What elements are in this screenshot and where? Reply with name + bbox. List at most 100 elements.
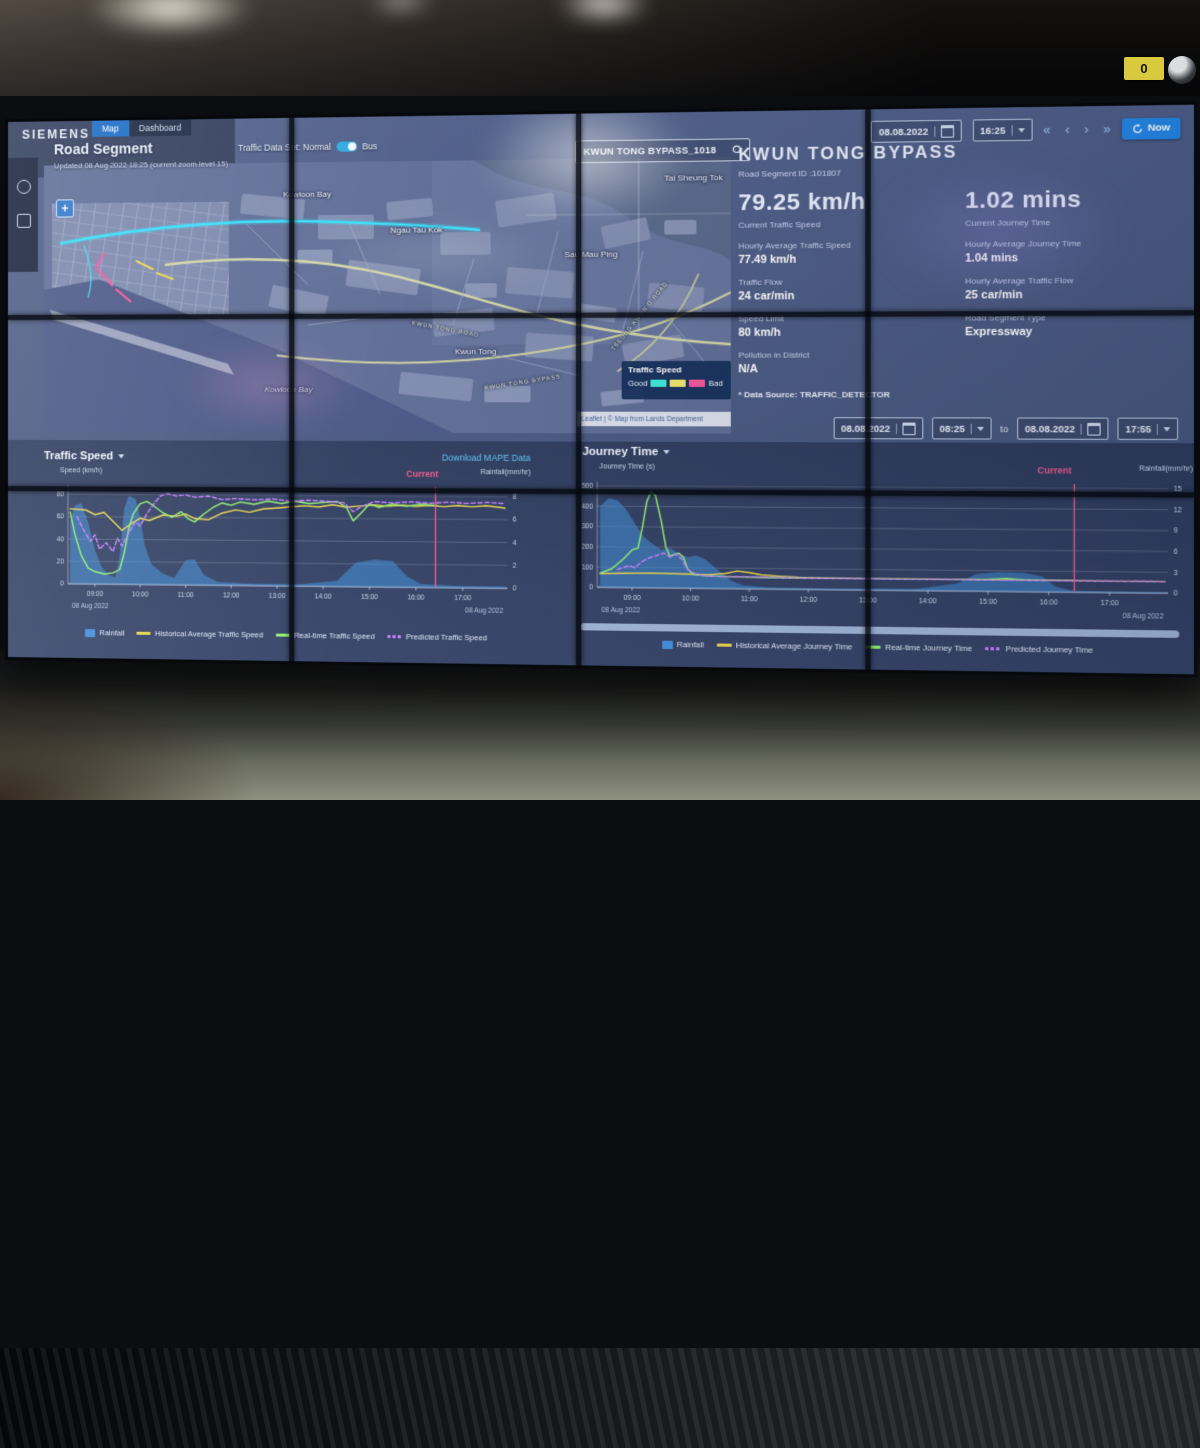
room-number-badge: 0 (1124, 57, 1164, 80)
traffic-data-set-control: Traffic Data Set: Normal Bus (238, 141, 377, 153)
current-journey-time-label: Current Journey Time (965, 217, 1051, 228)
marker-icon[interactable] (16, 179, 31, 194)
zoom-in-button[interactable]: + (55, 199, 74, 218)
start-time-picker[interactable]: 08:25 (931, 417, 992, 440)
end-date-picker[interactable]: 08.08.2022 (1017, 417, 1109, 440)
svg-text:0: 0 (60, 581, 64, 588)
dashboard-screen: SIEMENS Map Dashboard Road Segment Updat… (8, 104, 1194, 675)
svg-text:100: 100 (581, 564, 593, 571)
place-label: Sau Mau Ping (564, 249, 618, 260)
place-label: Kowloon Bay (283, 189, 332, 200)
forward-button[interactable]: › (1084, 121, 1089, 137)
map-canvas[interactable]: + Kowloon Bay Ngau Tau Kok Sau Mau Ping … (43, 157, 731, 434)
svg-text:20: 20 (57, 558, 65, 565)
stat-block: Road Segment Type Expressway (965, 312, 1046, 339)
svg-text:16:00: 16:00 (1040, 599, 1058, 607)
svg-text:17:00: 17:00 (1101, 600, 1120, 608)
segment-id: Road Segment ID :101807 (738, 168, 841, 179)
legend-item-rainfall[interactable]: Rainfall (661, 640, 704, 650)
good-speed-swatch (650, 379, 667, 387)
legend-item-realtime-speed[interactable]: Real-time Traffic Speed (275, 630, 375, 641)
svg-text:6: 6 (1174, 549, 1179, 556)
layers-icon[interactable] (16, 213, 31, 228)
segment-search-box[interactable] (574, 138, 751, 164)
svg-text:0: 0 (513, 586, 517, 593)
bad-speed-swatch (689, 379, 706, 387)
svg-text:12:00: 12:00 (223, 592, 240, 599)
svg-text:12:00: 12:00 (800, 597, 818, 605)
chart-zoom-scrollbar[interactable] (580, 623, 1180, 638)
time-value: 16:25 (980, 124, 1006, 136)
journey-axis-label: Journey Time (s) (599, 463, 655, 471)
journey-time-chart[interactable]: 0 100 200 300 400 500 0 3 6 9 12 15 09:00 10:00 11:00 1… (568, 476, 1193, 624)
dome-camera (1168, 56, 1196, 84)
svg-text:40: 40 (57, 536, 65, 543)
back-button[interactable]: ‹ (1065, 121, 1070, 137)
place-label: Kwun Tong (454, 346, 497, 357)
calendar-icon (902, 422, 916, 435)
start-date-picker[interactable]: 08.08.2022 (833, 417, 924, 440)
svg-text:14:00: 14:00 (315, 593, 332, 600)
svg-text:3: 3 (1174, 569, 1179, 577)
svg-text:08 Aug 2022: 08 Aug 2022 (72, 603, 109, 610)
data-source-note: * Data Source: TRAFFIC_DETECTOR (738, 390, 890, 400)
medium-speed-swatch (670, 379, 687, 387)
end-time-picker[interactable]: 17:55 (1117, 417, 1179, 441)
svg-text:12: 12 (1174, 507, 1183, 515)
date-picker[interactable]: 08.08.2022 (871, 119, 962, 143)
svg-text:4: 4 (513, 540, 517, 547)
chevron-down-icon (977, 426, 984, 431)
svg-text:500: 500 (581, 483, 593, 490)
tab-map[interactable]: Map (92, 120, 129, 137)
history-icon (1132, 123, 1143, 134)
now-button[interactable]: Now (1121, 117, 1181, 140)
svg-text:9: 9 (1174, 528, 1179, 535)
search-input[interactable] (581, 143, 732, 158)
legend-item-realtime-journey[interactable]: Real-time Journey Time (865, 642, 972, 653)
place-label: Tai Sheung Tok (664, 172, 723, 183)
map-traffic-legend: Traffic Speed Good Bad (621, 360, 731, 400)
bus-toggle[interactable] (336, 141, 357, 152)
legend-item-predicted-journey[interactable]: Predicted Journey Time (985, 644, 1093, 655)
svg-text:400: 400 (581, 503, 593, 510)
chevron-down-icon (118, 454, 125, 459)
current-marker-label: Current (406, 468, 439, 480)
range-to-label: to (1000, 423, 1009, 434)
svg-text:08 Aug 2022: 08 Aug 2022 (601, 607, 640, 615)
room-ceiling (0, 0, 1200, 96)
svg-text:60: 60 (57, 514, 65, 521)
end-time-value: 17:55 (1125, 423, 1152, 435)
fast-back-button[interactable]: « (1043, 122, 1051, 137)
journey-time-chart-panel: Journey Time Journey Time (s) Current Ra… (568, 446, 1193, 657)
traffic-speed-chart-panel: Traffic Speed Download MAPE Data Speed (… (44, 450, 531, 643)
download-mape-link[interactable]: Download MAPE Data (441, 452, 531, 464)
svg-text:10:00: 10:00 (132, 591, 149, 598)
legend-item-historical-journey[interactable]: Historical Average Journey Time (716, 640, 852, 652)
stat-block: Hourly Average Traffic Speed 77.49 km/h (738, 240, 851, 267)
svg-text:09:00: 09:00 (623, 595, 641, 602)
map-legend-bad: Bad (708, 378, 723, 388)
journey-time-chart-title[interactable]: Journey Time (582, 446, 671, 459)
svg-text:15: 15 (1174, 486, 1183, 494)
map-legend-title: Traffic Speed (628, 365, 682, 375)
step-arrows: « ‹ › » (1043, 121, 1110, 137)
ceiling-light (366, 0, 436, 16)
traffic-speed-chart-title[interactable]: Traffic Speed (44, 450, 125, 462)
carpet (0, 1348, 1200, 1448)
end-date-value: 08.08.2022 (1024, 423, 1075, 434)
legend-item-rainfall[interactable]: Rainfall (85, 628, 125, 638)
calendar-icon (940, 124, 954, 138)
legend-item-historical-speed[interactable]: Historical Average Traffic Speed (136, 629, 263, 639)
time-picker[interactable]: 16:25 (972, 118, 1033, 142)
svg-text:09:00: 09:00 (87, 591, 104, 598)
tab-dashboard[interactable]: Dashboard (128, 119, 192, 137)
svg-text:15:00: 15:00 (361, 594, 378, 601)
current-traffic-speed-label: Current Traffic Speed (738, 219, 821, 230)
siemens-logo: SIEMENS (21, 126, 91, 142)
water-label: Kowloon Bay (264, 384, 313, 395)
svg-text:80: 80 (57, 491, 65, 498)
legend-item-predicted-speed[interactable]: Predicted Traffic Speed (387, 632, 487, 642)
svg-text:11:00: 11:00 (178, 592, 194, 599)
traffic-speed-chart[interactable]: 0 20 40 60 80 0 2 4 6 8 09:00 10:00 11:00 12:00 13:00 1… (44, 479, 531, 617)
fast-forward-button[interactable]: » (1103, 121, 1111, 137)
